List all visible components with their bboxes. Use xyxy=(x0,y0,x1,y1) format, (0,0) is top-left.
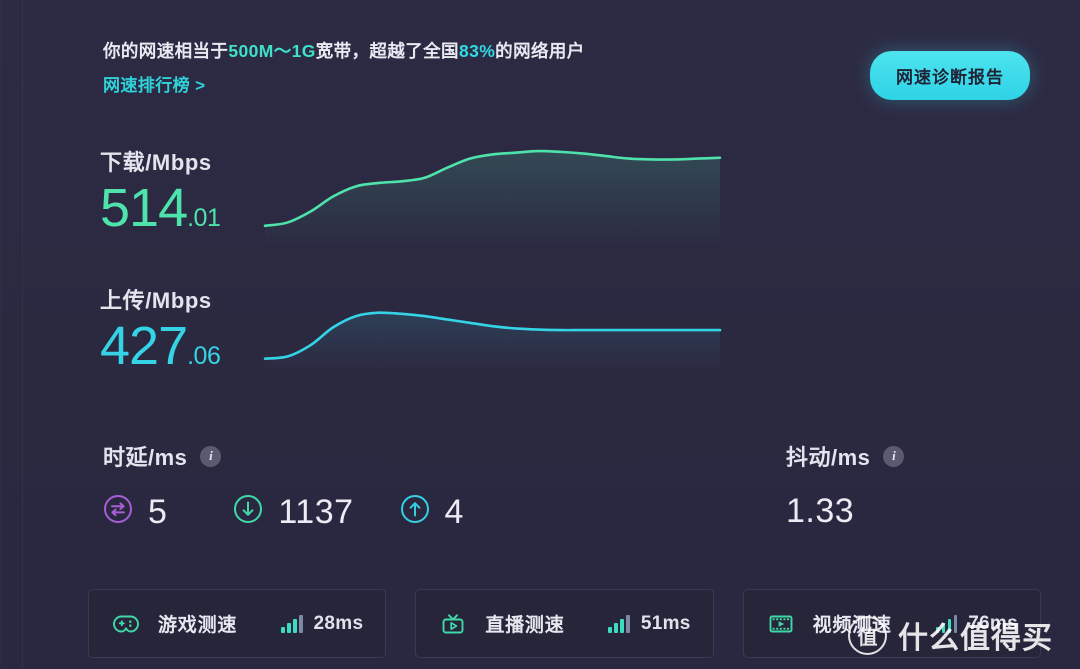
download-line-path xyxy=(263,149,722,228)
game-card-ms: 28ms xyxy=(313,612,364,634)
game-card-metric: 28ms xyxy=(281,613,363,635)
jitter-title: 抖动/ms xyxy=(786,445,871,470)
upload-line-path xyxy=(263,311,722,360)
upload-value-integer: 427 xyxy=(100,316,188,376)
latency-item-idle: 5 xyxy=(103,494,167,529)
jitter-block: 抖动/ms i 1.33 xyxy=(786,440,905,530)
result-header: 你的网速相当于500M～1G宽带，超越了全国83%的网络用户 网速排行榜 > xyxy=(103,40,585,96)
live-card-label: 直播测速 xyxy=(485,615,565,636)
headline-middle: 宽带，超越了全国 xyxy=(315,41,459,61)
signal-bars-icon xyxy=(935,614,958,633)
left-edge-rail xyxy=(0,0,1,669)
download-metric: 下载/Mbps 514.01 xyxy=(100,145,221,238)
latency-block: 时延/ms i 5 xyxy=(103,440,464,529)
left-divider-rail xyxy=(22,0,23,669)
live-card-metric: 51ms xyxy=(608,613,690,635)
download-chart-svg xyxy=(263,149,722,248)
jitter-header: 抖动/ms i xyxy=(786,440,905,472)
headline-text: 你的网速相当于500M～1G宽带，超越了全国83%的网络用户 xyxy=(103,40,585,64)
latency-values-row: 5 1137 xyxy=(103,494,464,529)
upload-metric: 上传/Mbps 427.06 xyxy=(100,283,221,376)
arrow-up-circle-icon xyxy=(400,494,430,529)
upload-chart-svg xyxy=(263,311,722,372)
latency-item-download: 1137 xyxy=(233,494,353,529)
download-speed-chart xyxy=(263,138,722,248)
signal-bars-icon xyxy=(608,614,630,633)
exchange-arrows-icon xyxy=(103,494,133,529)
jitter-value: 1.33 xyxy=(786,492,855,530)
film-icon xyxy=(766,609,796,639)
download-value: 514.01 xyxy=(100,178,221,238)
gamepad-icon xyxy=(111,609,141,639)
download-value-integer: 514 xyxy=(100,178,188,238)
tv-icon xyxy=(438,609,468,639)
video-card-metric: 76ms xyxy=(935,612,1018,635)
headline-percentile: 83% xyxy=(458,41,496,61)
video-speedtest-card[interactable]: 视频测速 76ms xyxy=(742,589,1041,658)
latency-upload-value: 4 xyxy=(444,492,464,531)
download-value-decimal: .01 xyxy=(187,204,221,232)
game-card-label: 游戏测速 xyxy=(158,615,238,636)
live-card-ms: 51ms xyxy=(640,612,691,634)
latency-download-value: 1137 xyxy=(278,492,354,531)
upload-value-decimal: .06 xyxy=(187,342,221,370)
latency-header: 时延/ms i xyxy=(103,440,464,472)
upload-area-fill xyxy=(265,312,720,372)
speed-ranking-link[interactable]: 网速排行榜 > xyxy=(103,75,206,95)
latency-idle-value: 5 xyxy=(148,492,168,531)
upload-speed-chart xyxy=(263,300,722,372)
video-card-label: 视频测速 xyxy=(812,615,892,636)
latency-info-icon[interactable]: i xyxy=(200,445,222,467)
signal-bars-icon xyxy=(281,614,303,633)
test-shortcut-cards: 游戏测速 28ms 直播测速 51ms xyxy=(88,589,1041,658)
latency-title: 时延/ms xyxy=(103,445,188,470)
latency-item-upload: 4 xyxy=(400,494,464,529)
jitter-info-icon[interactable]: i xyxy=(883,445,905,467)
headline-prefix: 你的网速相当于 xyxy=(103,41,229,61)
download-label: 下载/Mbps xyxy=(100,150,212,175)
upload-value: 427.06 xyxy=(100,316,221,376)
live-speedtest-card[interactable]: 直播测速 51ms xyxy=(415,589,714,658)
download-area-fill xyxy=(265,151,720,248)
game-speedtest-card[interactable]: 游戏测速 28ms xyxy=(88,589,387,658)
arrow-down-circle-icon xyxy=(233,494,263,529)
headline-speed-range: 500M～1G xyxy=(228,41,316,61)
video-card-ms: 76ms xyxy=(968,612,1018,634)
diagnose-report-button[interactable]: 网速诊断报告 xyxy=(870,51,1030,100)
upload-label: 上传/Mbps xyxy=(100,288,212,313)
headline-suffix: 的网络用户 xyxy=(495,41,585,61)
